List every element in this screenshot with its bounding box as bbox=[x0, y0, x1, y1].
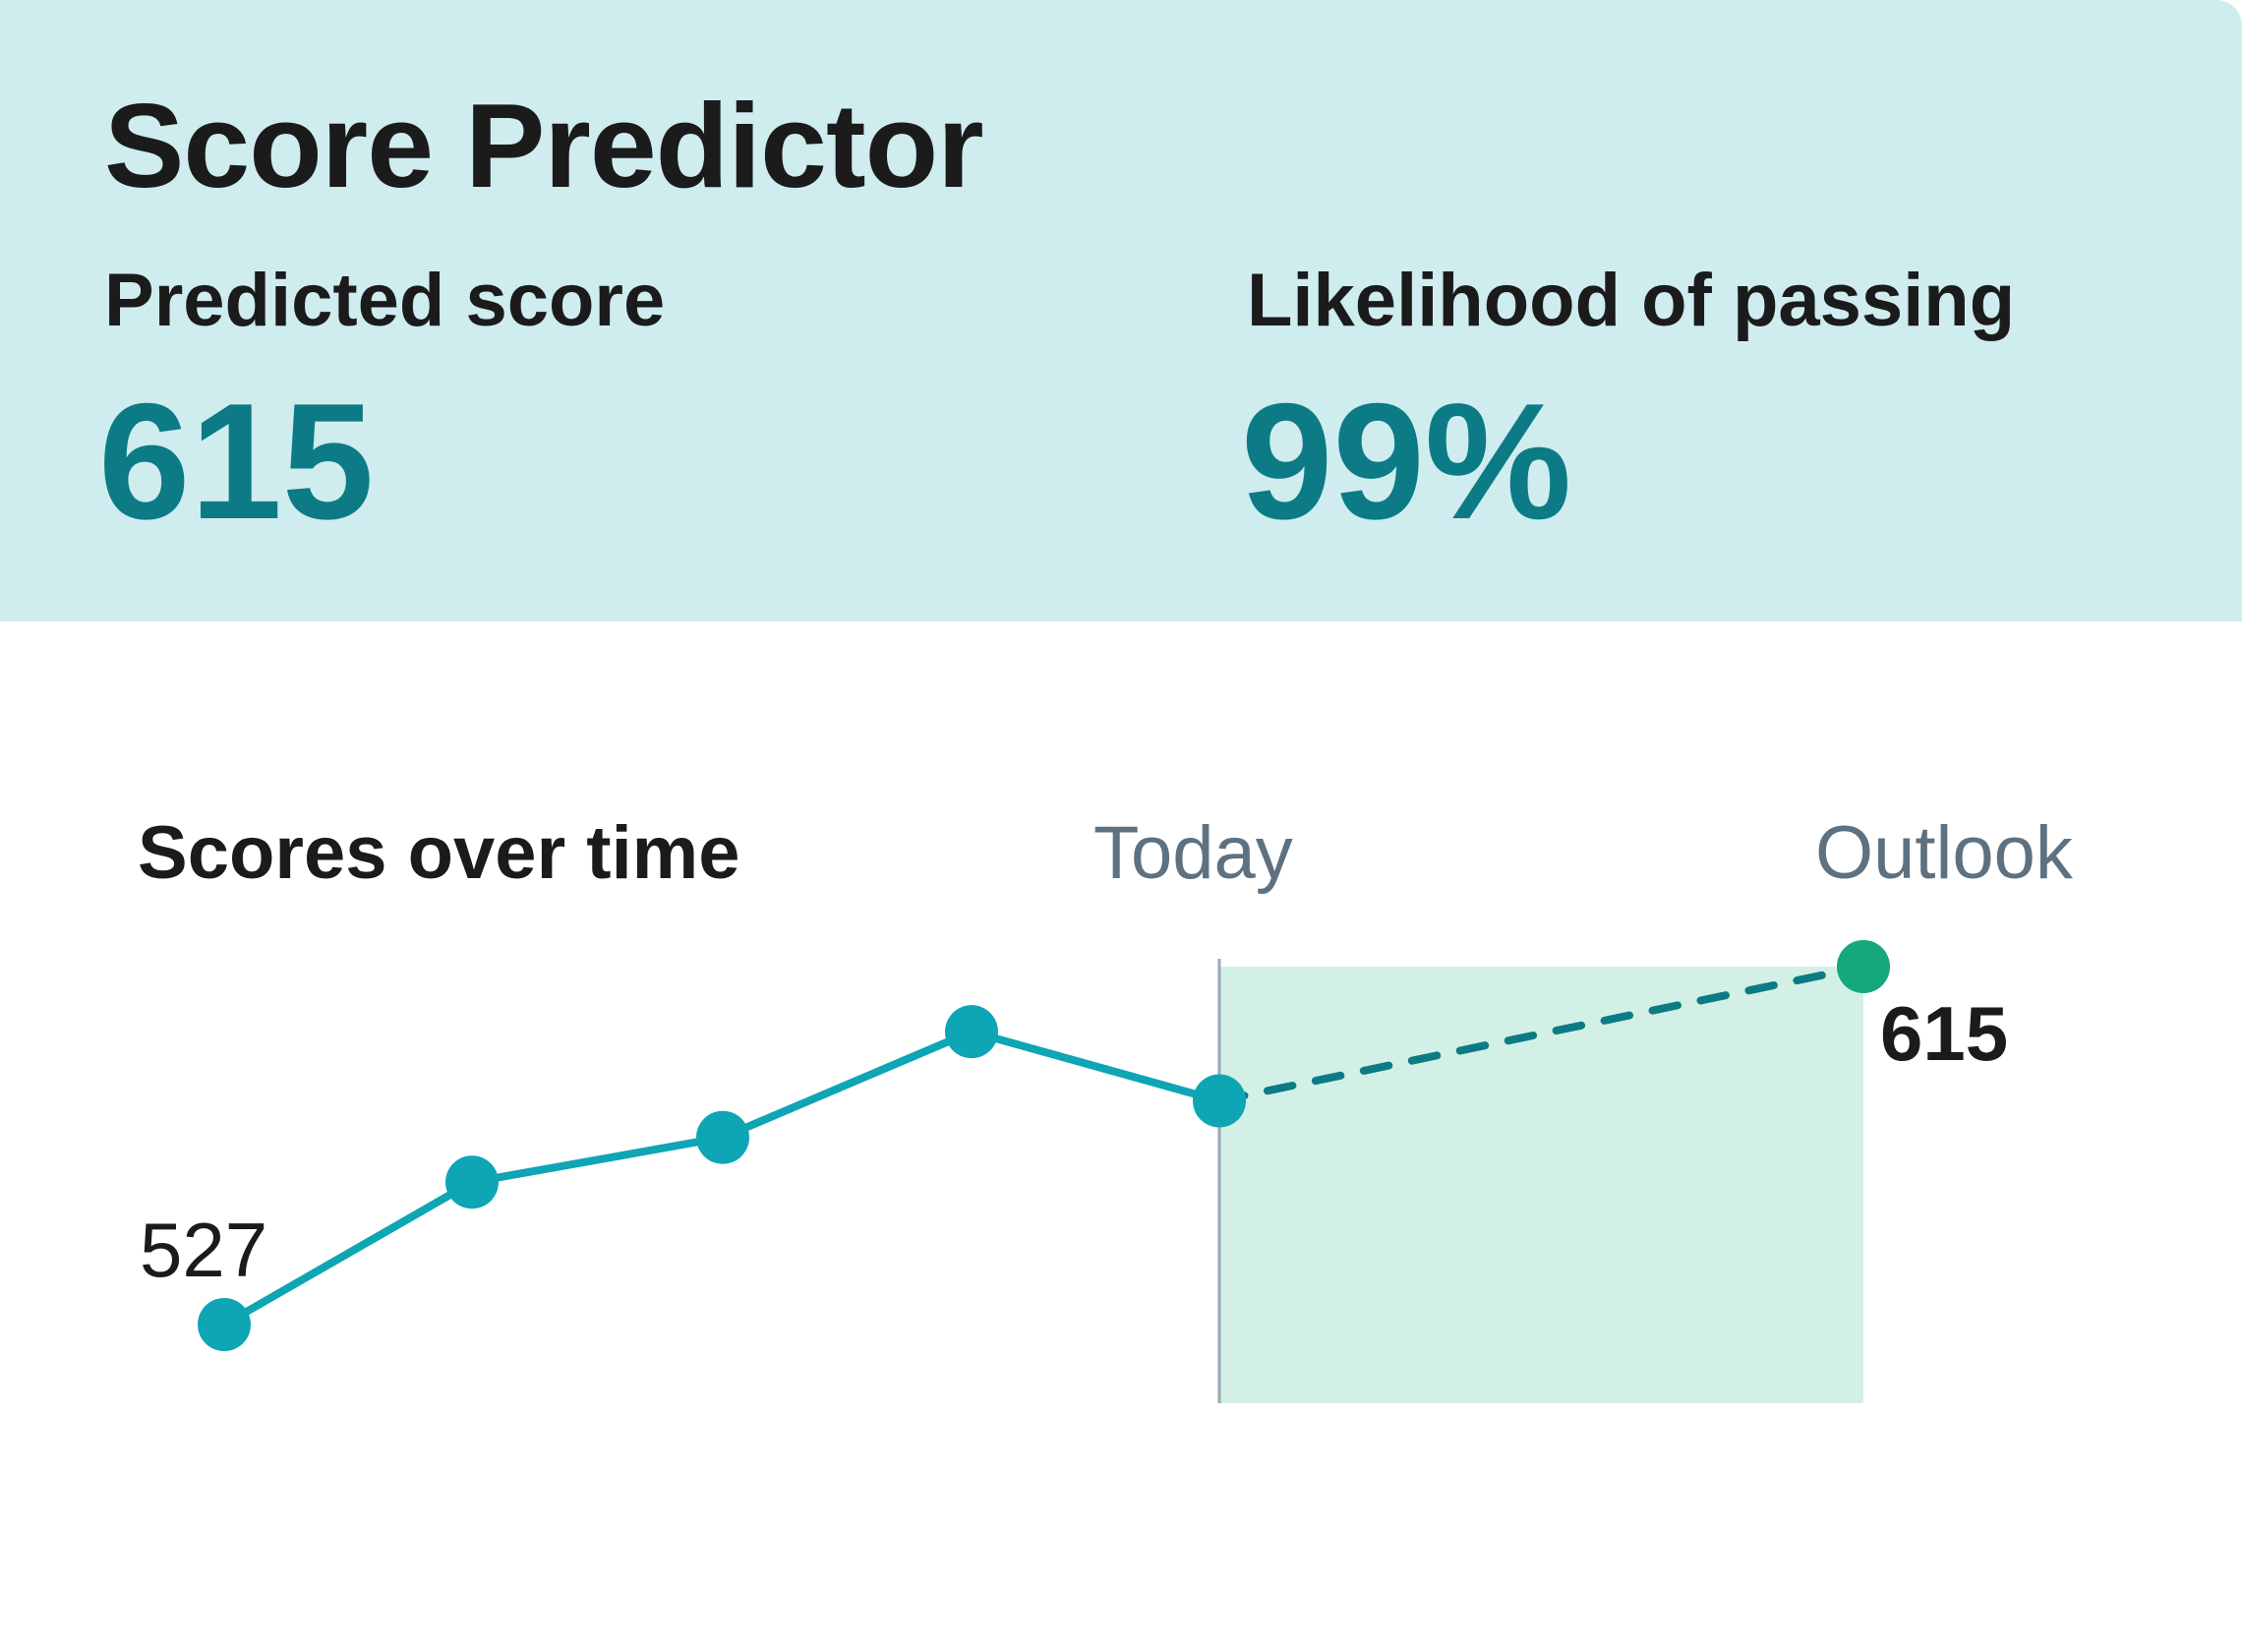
score-point bbox=[1193, 1074, 1246, 1128]
outlook-point bbox=[1837, 940, 1890, 993]
likelihood-value: 99% bbox=[1241, 369, 1572, 554]
predicted-score-label: Predicted score bbox=[104, 259, 666, 342]
summary-header: Score Predictor Predicted score 615 Like… bbox=[0, 0, 2242, 621]
value-labels: 527 615 bbox=[140, 990, 2008, 1293]
score-history-series bbox=[220, 1028, 1223, 1328]
predicted-score-value: 615 bbox=[98, 369, 375, 554]
series-segment bbox=[719, 1028, 975, 1142]
score-point bbox=[198, 1298, 251, 1351]
score-point bbox=[445, 1155, 499, 1210]
projection-segment bbox=[1215, 963, 1867, 1105]
score-projection-series bbox=[1215, 963, 1867, 1105]
chart-title: Scores over time bbox=[138, 811, 740, 895]
series-segment bbox=[220, 1178, 476, 1328]
outlook-label: Outlook bbox=[1815, 811, 2074, 895]
today-label: Today bbox=[1093, 811, 1293, 895]
series-segment bbox=[968, 1028, 1223, 1105]
outlook-band bbox=[1219, 967, 1863, 1403]
value-label: 615 bbox=[1880, 990, 2008, 1077]
score-points bbox=[198, 940, 1890, 1351]
value-label: 527 bbox=[140, 1207, 267, 1293]
page-title: Score Predictor bbox=[104, 79, 984, 212]
series-segment bbox=[468, 1133, 727, 1187]
score-point bbox=[945, 1005, 998, 1059]
likelihood-label: Likelihood of passing bbox=[1247, 259, 2016, 342]
score-point bbox=[696, 1110, 749, 1164]
